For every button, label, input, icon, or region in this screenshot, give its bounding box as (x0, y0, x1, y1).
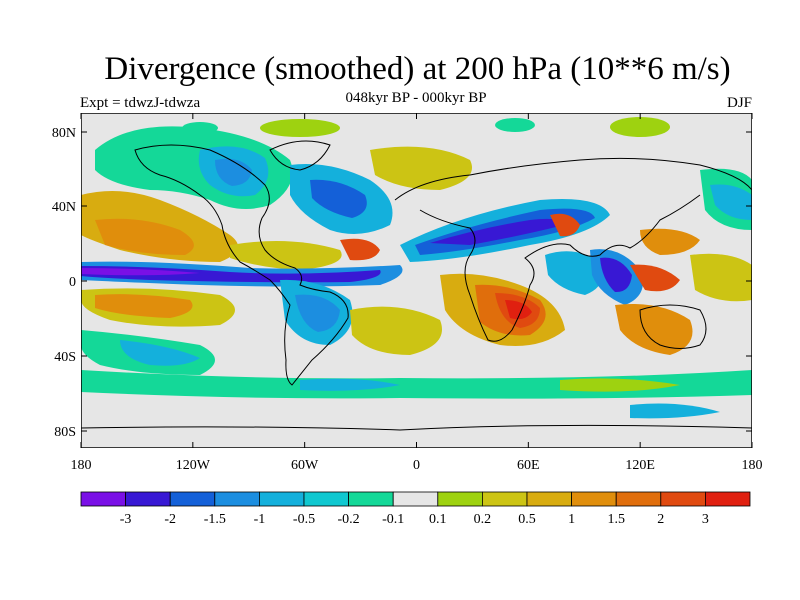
coastlines (81, 140, 752, 431)
colorbar-swatch (125, 491, 171, 507)
contour-patch (630, 403, 720, 419)
colorbar-label: -3 (120, 512, 132, 527)
contour-patch (95, 218, 194, 255)
americas-coastline (134, 144, 349, 386)
colorbar-swatch (660, 491, 706, 507)
lat-tick-label: 80S (54, 425, 76, 440)
colorbar-swatch (526, 491, 572, 507)
contour-patch (310, 179, 367, 218)
contour-patch (260, 119, 340, 137)
lon-tick-label: 180 (742, 458, 763, 473)
lon-tick-label: 60E (517, 458, 540, 473)
contour-patch (615, 304, 693, 355)
colorbar: -3 -2 -1.5 -1 -0.5 -0.2 -0.1 0.1 0.2 0.5 1 1.5 2 3 (80, 491, 751, 527)
contour-patch (120, 340, 200, 366)
contour-patch (300, 378, 400, 391)
greenland-coastline (269, 140, 331, 171)
colorbar-label: 0.5 (518, 512, 536, 527)
contour-patch (230, 241, 342, 270)
afro-eurasia-coastline (394, 157, 752, 342)
colorbar-label: -1 (254, 512, 266, 527)
season-label: DJF (726, 95, 752, 111)
contour-patch (710, 184, 752, 220)
colorbar-swatch (705, 491, 751, 507)
colorbar-swatch (437, 491, 483, 507)
contour-patch (600, 257, 632, 293)
lon-tick-label: 120W (176, 458, 211, 473)
contour-patch (610, 117, 670, 137)
colorbar-swatch (392, 491, 439, 507)
colorbar-label: 2 (657, 512, 664, 527)
colorbar-swatch (303, 491, 349, 507)
colorbar-swatch (169, 491, 216, 507)
contour-patch (430, 218, 561, 245)
contour-patch (215, 158, 252, 186)
divergence-map (81, 113, 752, 448)
colorbar-swatch (571, 491, 617, 507)
contour-patch (550, 213, 580, 237)
colorbar-label: 1 (568, 512, 575, 527)
colorbar-swatch (214, 491, 260, 507)
colorbar-swatch (258, 491, 305, 507)
colorbar-label: 0.1 (429, 512, 447, 527)
contour-patch (295, 294, 340, 332)
contour-patch (560, 378, 680, 392)
antarctica-coastline (81, 424, 752, 431)
lon-tick-label: 180 (71, 458, 92, 473)
contour-patch (350, 306, 442, 355)
colorbar-label: 3 (702, 512, 709, 527)
latitude-ticks: 80N 40N 0 40S 80S (52, 126, 752, 440)
colorbar-label: -0.5 (293, 512, 315, 527)
colorbar-label: -0.1 (382, 512, 404, 527)
contour-patch (495, 118, 535, 132)
colorbar-label: -1.5 (204, 512, 226, 527)
contour-patch (505, 300, 532, 320)
australia-coastline (639, 304, 707, 349)
lon-tick-label: 0 (413, 458, 420, 473)
contour-patch (340, 238, 380, 261)
lat-tick-label: 0 (69, 275, 76, 290)
contour-patch (370, 146, 472, 190)
lon-tick-label: 120E (625, 458, 655, 473)
lat-tick-label: 80N (52, 126, 76, 141)
plot-subtitle: 048kyr BP - 000kyr BP (345, 90, 487, 106)
colorbar-swatch (615, 491, 662, 507)
colorbar-label: 0.2 (474, 512, 492, 527)
colorbar-label: -0.2 (338, 512, 360, 527)
contour-patch (690, 253, 752, 302)
colorbar-swatch (80, 491, 126, 507)
colorbar-swatch (481, 491, 528, 507)
experiment-label: Expt = tdwzJ-tdwza (80, 95, 201, 111)
colorbar-label: -2 (164, 512, 176, 527)
contour-patch (95, 294, 193, 318)
contour-patch (81, 370, 752, 399)
plot-title: Divergence (smoothed) at 200 hPa (10**6 … (104, 51, 731, 87)
lat-tick-label: 40N (52, 200, 76, 215)
lon-tick-label: 60W (291, 458, 319, 473)
colorbar-label: 1.5 (607, 512, 625, 527)
contour-patch (640, 228, 700, 255)
contour-patch (545, 251, 603, 295)
arctic-band (81, 113, 752, 134)
contour-patch (630, 264, 680, 292)
longitude-ticks: 180 120W 60W 0 60E 120E 180 (71, 113, 763, 473)
lat-tick-label: 40S (54, 350, 76, 365)
antarctic-band (81, 422, 752, 448)
colorbar-swatch (348, 491, 394, 507)
contour-patch (81, 268, 200, 276)
